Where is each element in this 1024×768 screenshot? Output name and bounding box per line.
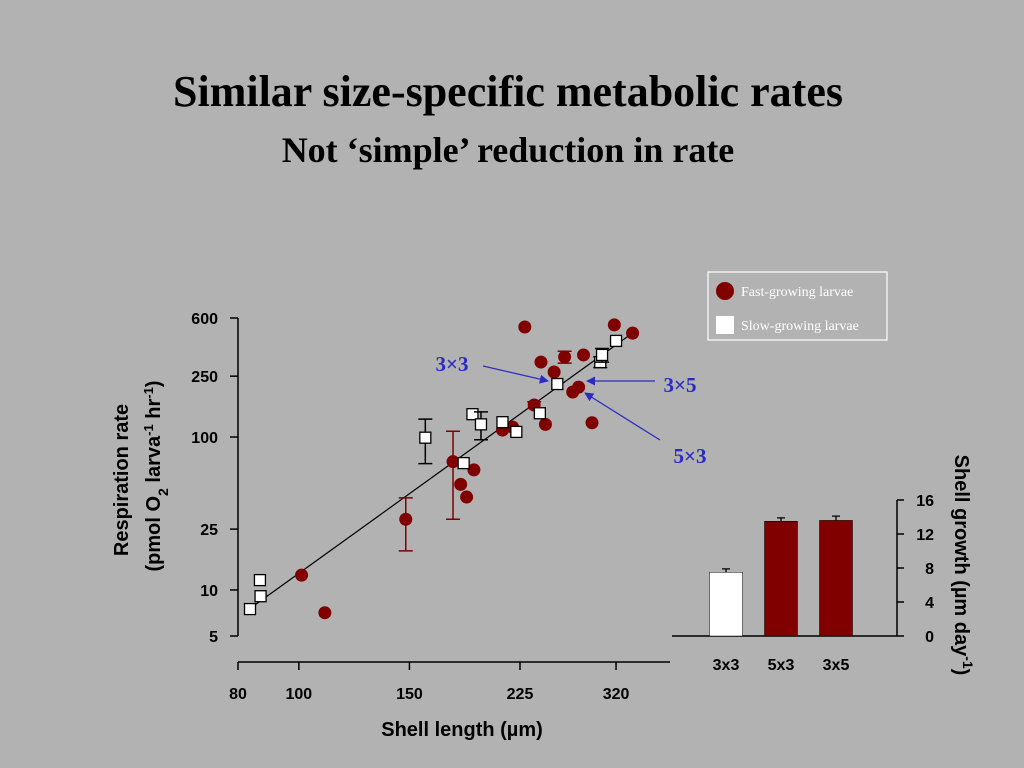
- y-tick-label: 4: [925, 595, 934, 612]
- legend-label: Slow-growing larvae: [741, 319, 859, 334]
- x-tick-label: 100: [286, 686, 313, 703]
- error-bar: [722, 568, 730, 573]
- point: [318, 606, 332, 620]
- point: [595, 348, 609, 362]
- y-tick-label: 25: [200, 522, 218, 539]
- y-tick-label: 0: [925, 629, 934, 646]
- point: [518, 320, 532, 334]
- y-axis-label: Shell growth (µm day-1): [950, 455, 976, 676]
- legend-box: [707, 271, 888, 341]
- point: [510, 425, 523, 439]
- y-axis-label: (pmol O2 larva-1 hr-1): [141, 381, 172, 572]
- bar: [709, 572, 743, 637]
- annotation: 3×5: [664, 373, 697, 397]
- bar: [764, 521, 798, 637]
- point: [460, 490, 474, 504]
- point: [254, 590, 267, 603]
- y-tick-label: 12: [916, 527, 934, 544]
- annotation-arrow: [482, 365, 549, 384]
- y-tick-label: 100: [191, 430, 218, 447]
- y-axis-label-part: Shell growth (µm day: [950, 455, 972, 657]
- annotation-arrow: [584, 392, 661, 441]
- y-tick-label: 8: [925, 561, 934, 578]
- point: [551, 377, 564, 391]
- legend-label: Fast-growing larvae: [741, 285, 853, 300]
- y-axis-label-part: (pmol O: [143, 496, 165, 572]
- point: [496, 416, 509, 429]
- x-tick-label: 3x5: [823, 657, 850, 674]
- point: [243, 602, 257, 616]
- error-bar: [777, 517, 785, 522]
- y-axis-label-part: larva: [143, 435, 165, 488]
- x-axis-label: Shell length (µm): [381, 719, 543, 741]
- point: [446, 455, 460, 469]
- legend-swatch: [716, 316, 734, 334]
- point: [577, 348, 591, 362]
- x-tick-label: 225: [507, 686, 534, 703]
- y-tick-label: 16: [916, 493, 934, 510]
- slide-title: Similar size-specific metabolic rates: [173, 67, 843, 116]
- point: [626, 326, 640, 340]
- point: [295, 568, 309, 582]
- y-tick-label: 10: [200, 583, 218, 600]
- point: [538, 417, 552, 431]
- point: [457, 456, 470, 470]
- y-tick-label: 5: [209, 629, 218, 646]
- point: [399, 512, 413, 526]
- error-bar: [832, 515, 840, 521]
- point: [466, 408, 479, 421]
- x-tick-label: 150: [396, 686, 423, 703]
- point: [547, 365, 561, 379]
- y-tick-label: 250: [191, 369, 218, 386]
- annotation: 5×3: [674, 444, 707, 468]
- x-tick-label: 5x3: [768, 657, 795, 674]
- y-tick-label: 600: [191, 311, 218, 328]
- x-tick-label: 80: [229, 686, 247, 703]
- point: [474, 418, 488, 431]
- point: [609, 334, 623, 348]
- y-axis-label-part: 2: [155, 488, 171, 496]
- annotation: 3×3: [436, 352, 469, 376]
- x-tick-label: 3x3: [713, 657, 740, 674]
- point: [585, 416, 599, 430]
- fit-line: [247, 329, 637, 611]
- error-bar: [446, 430, 461, 520]
- point: [558, 350, 572, 364]
- point: [419, 431, 432, 444]
- y-axis-label-part: ): [950, 669, 972, 676]
- point: [572, 380, 586, 394]
- x-tick-label: 320: [603, 686, 630, 703]
- point: [467, 463, 481, 477]
- bar: [819, 520, 853, 637]
- y-axis-label-part: -1: [960, 656, 976, 669]
- y-axis-label-part: -1: [141, 387, 156, 399]
- y-axis-label-part: -1: [141, 424, 156, 436]
- point: [607, 318, 621, 332]
- point: [533, 407, 547, 420]
- point: [534, 355, 548, 369]
- point: [454, 477, 468, 491]
- slide-subtitle: Not ‘simple’ reduction in rate: [282, 130, 735, 170]
- y-axis-label-part: ): [143, 381, 165, 388]
- y-axis-label: Respiration rate: [111, 404, 133, 556]
- y-axis-label-part: hr: [143, 399, 165, 425]
- point: [253, 573, 267, 587]
- legend-swatch: [716, 282, 734, 300]
